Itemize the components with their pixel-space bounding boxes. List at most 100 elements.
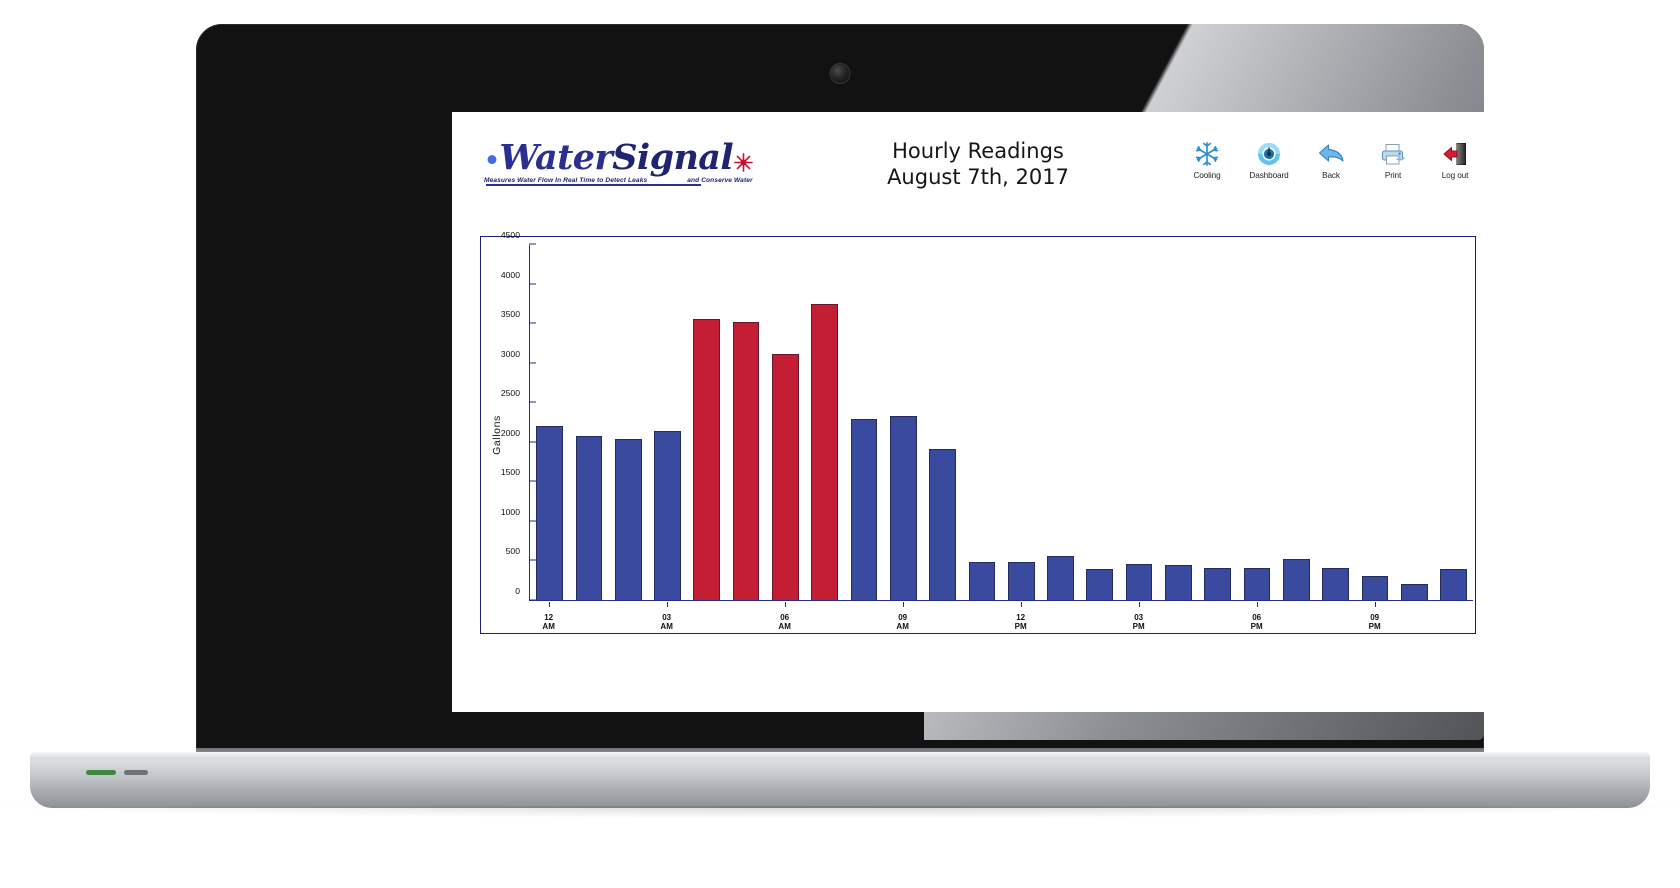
chart-bar[interactable] — [772, 353, 799, 600]
chart-bar[interactable] — [1086, 569, 1114, 600]
bar-slot — [1355, 245, 1394, 600]
y-axis-tick-label: 1000 — [500, 506, 520, 517]
bar-slot — [1080, 245, 1119, 600]
x-axis-tick-label: 12 AM — [542, 613, 555, 631]
x-axis-tick-mark — [1138, 602, 1140, 607]
x-axis-tick-label: 09 AM — [896, 613, 909, 631]
printer-icon — [1368, 138, 1418, 169]
chart-plot-area: 0 500 1000 1500 2000 2500 3000 3500 4000 4500 — [501, 230, 1473, 601]
y-axis-tick-mark — [529, 243, 536, 245]
x-axis-tick-label: 06 AM — [778, 613, 791, 631]
bar-slot — [923, 245, 962, 600]
chart-bar[interactable] — [1243, 567, 1271, 600]
y-axis-tick-label: 4000 — [500, 269, 520, 280]
brand-wordmark: •WaterSignal — [484, 137, 753, 178]
watersignal-app: •WaterSignal — [452, 112, 1504, 712]
toolbar-label-print: Print — [1384, 171, 1402, 180]
chart-bar[interactable] — [575, 435, 603, 600]
laptop-shadow — [0, 806, 1680, 818]
bar-slot — [530, 245, 569, 600]
x-axis-tick-mark — [548, 602, 550, 607]
bar-slot — [726, 245, 765, 600]
bar-slot — [648, 245, 687, 600]
chart-bar[interactable] — [929, 449, 956, 600]
toolbar-button-back[interactable]: Back — [1306, 138, 1356, 180]
x-axis-tick-label: 06 PM — [1250, 613, 1263, 631]
chart-bar[interactable] — [1400, 583, 1428, 600]
bar-series — [530, 245, 1473, 600]
chart-bar[interactable] — [850, 418, 878, 600]
snowflake-icon — [1182, 138, 1232, 169]
laptop-base — [30, 752, 1650, 808]
bar-slot — [1277, 245, 1316, 600]
chart-bar[interactable] — [1047, 556, 1074, 600]
y-axis-tick-label: 2000 — [500, 427, 520, 438]
app-header: •WaterSignal — [452, 112, 1504, 204]
toolbar-label-logout: Log out — [1441, 171, 1469, 180]
chart-bar[interactable] — [1125, 563, 1153, 600]
chart-bar[interactable] — [654, 431, 681, 600]
tagline-right: and Conserve Water — [687, 177, 753, 184]
bar-slot — [687, 245, 726, 600]
y-axis-tick-label: 3000 — [500, 348, 520, 359]
bar-slot — [805, 245, 844, 600]
water-drop-icon: • — [484, 146, 500, 175]
chart-bar[interactable] — [536, 426, 563, 600]
x-axis-tick-mark — [1374, 602, 1376, 607]
bar-slot — [569, 245, 608, 600]
chart-bar[interactable] — [614, 439, 642, 600]
chart-bar[interactable] — [1007, 561, 1035, 600]
chart-bar[interactable] — [1440, 568, 1467, 600]
laptop-base-edge — [30, 752, 1650, 759]
y-axis-tick-mark — [529, 520, 536, 522]
y-axis-tick-mark — [529, 480, 536, 482]
toolbar: Cooling — [1182, 138, 1480, 180]
chart-bar[interactable] — [1165, 565, 1192, 600]
y-axis-line — [529, 245, 530, 601]
gauge-icon — [1244, 138, 1294, 169]
chart-bar[interactable] — [1322, 567, 1349, 600]
y-axis-tick-mark — [529, 362, 536, 364]
laptop-screen: •WaterSignal — [452, 112, 1504, 712]
brand-logo[interactable]: •WaterSignal — [484, 137, 753, 186]
bar-slot — [766, 245, 805, 600]
toolbar-button-print[interactable]: Print — [1368, 138, 1418, 180]
bar-slot — [1119, 245, 1158, 600]
brand-underline — [486, 184, 701, 186]
toolbar-label-cooling: Cooling — [1193, 171, 1221, 180]
bar-slot — [1159, 245, 1198, 600]
toolbar-button-cooling[interactable]: Cooling — [1182, 138, 1232, 180]
base-indicator-green — [86, 770, 116, 775]
chart-bar[interactable] — [811, 304, 839, 600]
bar-slot — [1198, 245, 1237, 600]
star-burst-icon — [734, 143, 753, 172]
brand-word-water: Water — [499, 137, 613, 178]
y-axis-tick-label: 3500 — [500, 309, 520, 320]
y-axis-tick-mark — [529, 559, 536, 561]
chart-inner: Gallons 0 500 1000 1500 2000 2500 3000 3500 4000… — [481, 230, 1475, 633]
chart-bar[interactable] — [889, 416, 917, 600]
brand-tagline: Measures Water Flow In Real Time to Dete… — [484, 177, 753, 184]
base-indicator-grey — [124, 770, 148, 775]
bar-slot — [844, 245, 883, 600]
x-axis-tick-label: 09 PM — [1368, 613, 1381, 631]
brand-word-signal: Signal — [612, 137, 734, 178]
chart-bar[interactable] — [968, 562, 996, 600]
bar-slot — [884, 245, 923, 600]
chart-bar[interactable] — [732, 322, 760, 600]
chart-bar[interactable] — [1204, 568, 1232, 600]
y-axis-tick-mark — [529, 441, 536, 443]
x-axis-tick-label: 12 PM — [1014, 613, 1027, 631]
chart-container: Gallons 0 500 1000 1500 2000 2500 3000 3500 4000… — [480, 230, 1476, 634]
x-axis-tick-mark — [1020, 602, 1022, 607]
bar-slot — [1434, 245, 1473, 600]
chart-bar[interactable] — [1361, 575, 1389, 600]
x-axis-tick-label: 03 AM — [660, 613, 673, 631]
y-axis-tick-label: 2500 — [500, 388, 520, 399]
toolbar-button-dashboard[interactable]: Dashboard — [1244, 138, 1294, 180]
chart-bar[interactable] — [1282, 559, 1310, 600]
chart-bar[interactable] — [693, 319, 721, 600]
toolbar-button-logout[interactable]: Log out — [1430, 138, 1480, 180]
bar-slot — [609, 245, 648, 600]
x-axis-tick-mark — [902, 602, 904, 607]
